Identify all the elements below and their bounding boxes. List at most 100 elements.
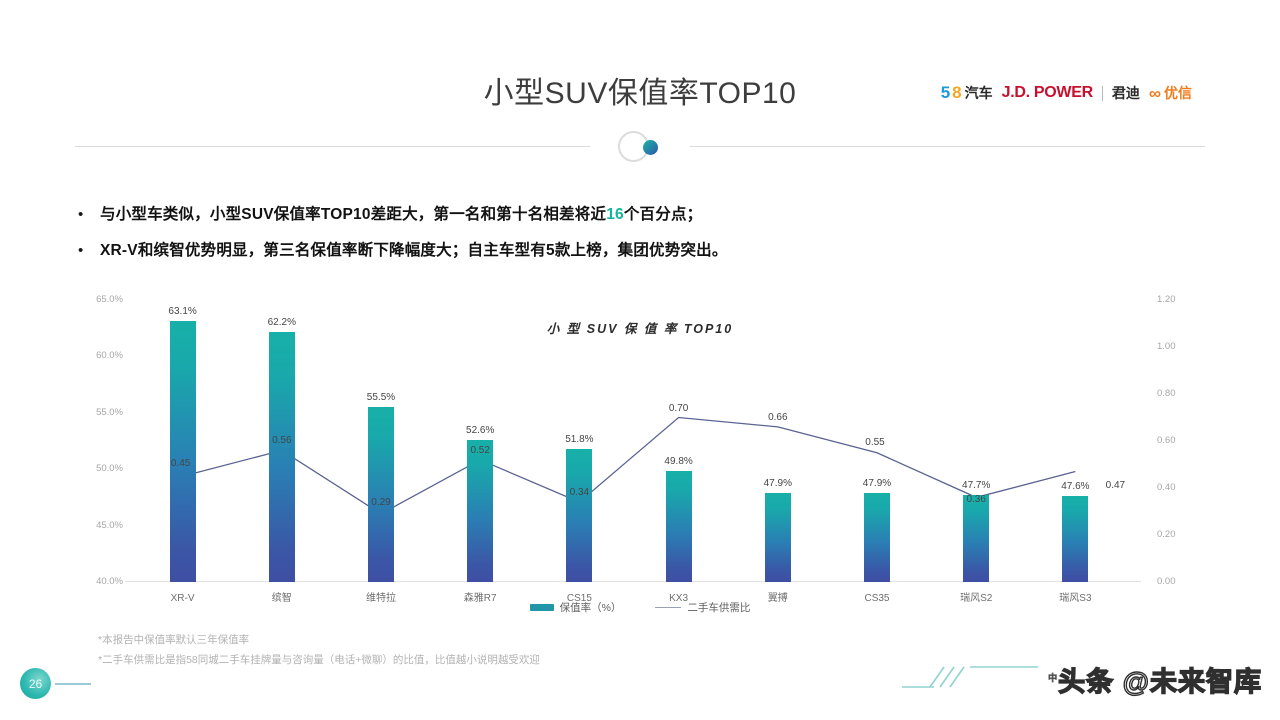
legend-label: 保值率（%） bbox=[559, 602, 622, 614]
chart-column[interactable]: 49.8% KX3 bbox=[629, 300, 728, 604]
bar-value-label: 47.7% bbox=[962, 480, 991, 492]
category-label: 维特拉 bbox=[365, 593, 396, 604]
bar-翼搏[interactable] bbox=[764, 492, 791, 582]
bullet-item: • 与小型车类似，小型SUV保值率TOP10差距大，第一名和第十名相差将近16个… bbox=[78, 204, 1198, 226]
chart-column[interactable]: 55.5% 维特拉 bbox=[331, 300, 430, 604]
bar-CS15[interactable] bbox=[566, 448, 593, 582]
category-label: KX3 bbox=[669, 593, 689, 604]
line-value-label: 0.45 bbox=[170, 458, 191, 470]
brand-divider bbox=[1101, 85, 1103, 101]
watermark-swoosh-icon bbox=[902, 666, 1038, 688]
divider-rule-left bbox=[75, 146, 590, 147]
category-label: 瑞风S3 bbox=[1059, 593, 1092, 604]
bullet-text-pre: 与小型车类似，小型SUV保值率TOP10差距大，第一名和第十名相差将近 bbox=[100, 206, 607, 223]
footnote: *二手车供需比是指58同城二手车挂牌量与咨询量（电话+微聊）的比值，比值越小说明… bbox=[98, 654, 540, 666]
right-axis-tick-label: 0.60 bbox=[1157, 435, 1176, 446]
divider-dot-icon bbox=[643, 140, 658, 155]
chart-column[interactable]: 47.9% CS35 bbox=[827, 300, 926, 604]
line-value-label: 0.52 bbox=[470, 444, 490, 456]
left-axis-tick bbox=[125, 581, 133, 582]
chart-title: 小 型 SUV 保 值 率 TOP10 bbox=[546, 322, 734, 336]
bar-value-label: 47.9% bbox=[862, 477, 892, 489]
right-axis-tick-label: 0.80 bbox=[1157, 388, 1176, 399]
logo-uxin: ∞ 优信 bbox=[1149, 83, 1192, 103]
category-label: XR-V bbox=[170, 593, 195, 604]
category-label: 缤智 bbox=[271, 593, 292, 604]
category-label: 瑞风S2 bbox=[960, 593, 993, 604]
bar-value-label: 47.6% bbox=[1061, 481, 1090, 493]
bar-value-label: 49.8% bbox=[664, 456, 693, 468]
axis-baseline bbox=[133, 581, 1133, 582]
page-number: 26 bbox=[20, 668, 51, 699]
left-axis-tick-label: 55.0% bbox=[96, 406, 123, 418]
watermark: 中头条 @未来智库 bbox=[902, 655, 1262, 703]
bar-value-label: 51.8% bbox=[565, 433, 594, 445]
line-value-label: 0.47 bbox=[1105, 479, 1126, 491]
category-label: 森雅R7 bbox=[463, 593, 497, 604]
line-value-label: 0.56 bbox=[272, 435, 292, 447]
right-axis-tick-label: 1.20 bbox=[1157, 294, 1176, 305]
bar-KX3[interactable] bbox=[665, 471, 692, 582]
logo-58-eight: 8 bbox=[952, 83, 962, 102]
bar-缤智[interactable] bbox=[268, 331, 295, 582]
chart-column[interactable]: 47.9% 翼搏 bbox=[728, 300, 827, 604]
chart-column[interactable]: 51.8% CS15 bbox=[530, 300, 629, 604]
left-axis-tick-label: 45.0% bbox=[96, 519, 123, 531]
left-axis-tick-label: 50.0% bbox=[96, 463, 123, 475]
bullet-text-post: 个百分点； bbox=[623, 206, 703, 223]
bar-瑞风S3[interactable] bbox=[1062, 496, 1089, 582]
bar-维特拉[interactable] bbox=[367, 407, 394, 582]
right-axis-tick-label: 0.40 bbox=[1157, 482, 1176, 493]
chart-column[interactable]: 62.2% 缤智 bbox=[232, 300, 331, 604]
line-series-svg bbox=[182, 416, 1076, 515]
legend-label: 二手车供需比 bbox=[687, 602, 751, 614]
logo-58-auto-label: 汽车 bbox=[964, 85, 993, 101]
bullet-marker: • bbox=[78, 206, 84, 223]
bullet-list: • 与小型车类似，小型SUV保值率TOP10差距大，第一名和第十名相差将近16个… bbox=[78, 204, 1198, 276]
bar-value-label: 52.6% bbox=[466, 424, 495, 436]
logo-58-auto: 5 8 汽车 bbox=[941, 83, 993, 103]
line-value-label: 0.29 bbox=[371, 496, 391, 508]
right-axis-tick bbox=[1133, 581, 1141, 582]
legend-item[interactable]: 二手车供需比 bbox=[655, 600, 750, 615]
bullet-highlight: 16 bbox=[606, 206, 624, 223]
right-axis-tick-label: 0.20 bbox=[1157, 529, 1176, 540]
logo-jundi: 君迪 bbox=[1111, 85, 1140, 101]
left-axis-tick-label: 65.0% bbox=[96, 294, 123, 305]
chart-column[interactable]: 47.6% 瑞风S3 bbox=[1026, 300, 1125, 604]
chart-column[interactable]: 63.1% XR-V bbox=[133, 300, 232, 604]
footnote-block: *本报告中保值率默认三年保值率 *二手车供需比是指58同城二手车挂牌量与咨询量（… bbox=[98, 630, 540, 670]
bar-value-label: 55.5% bbox=[366, 392, 396, 404]
left-axis-tick-label: 60.0% bbox=[96, 350, 123, 362]
logo-uxin-label: 优信 bbox=[1164, 85, 1192, 101]
line-value-label: 0.66 bbox=[768, 411, 788, 423]
line-value-label: 0.34 bbox=[569, 487, 590, 499]
bar-瑞风S2[interactable] bbox=[963, 495, 990, 582]
page-number-rule bbox=[55, 682, 91, 685]
bar-森雅R7[interactable] bbox=[467, 439, 494, 582]
chart-container: 小 型 SUV 保 值 率 TOP10 63.1% XR-V 62.2% 缤智 55.5… bbox=[75, 294, 1205, 614]
bar-XR-V[interactable] bbox=[169, 321, 196, 582]
divider-rule-right bbox=[690, 146, 1205, 147]
category-label: 翼搏 bbox=[767, 593, 788, 604]
bullet-text: 与小型车类似，小型SUV保值率TOP10差距大，第一名和第十名相差将近16个百分… bbox=[100, 204, 702, 226]
category-label: CS35 bbox=[864, 593, 890, 604]
right-axis-tick-label: 0.00 bbox=[1157, 576, 1176, 587]
chart-column[interactable]: 47.7% 瑞风S2 bbox=[927, 300, 1026, 604]
bar-value-label: 63.1% bbox=[168, 306, 197, 318]
bullet-marker: • bbox=[78, 242, 84, 259]
chart-legend: 保值率（%） 二手车供需比 bbox=[75, 600, 1205, 615]
legend-bar-swatch bbox=[529, 604, 554, 611]
page-number-group: 26 bbox=[20, 668, 91, 699]
legend-line-swatch bbox=[655, 607, 682, 608]
bar-CS35[interactable] bbox=[863, 492, 890, 582]
plot-area: 63.1% XR-V 62.2% 缤智 55.5% 维特拉 52.6% 森雅R7 51.8% CS… bbox=[125, 300, 1141, 604]
uxin-mark-icon: ∞ bbox=[1148, 83, 1161, 103]
legend-item[interactable]: 保值率（%） bbox=[529, 600, 622, 615]
footnote: *本报告中保值率默认三年保值率 bbox=[98, 634, 250, 646]
bullet-text: XR-V和缤智优势明显，第三名保值率断下降幅度大；自主车型有5款上榜，集团优势突… bbox=[100, 240, 728, 262]
bar-value-label: 62.2% bbox=[267, 316, 296, 328]
chart-column[interactable]: 52.6% 森雅R7 bbox=[431, 300, 530, 604]
brand-logo-bar: 5 8 汽车 J.D. POWER 君迪 ∞ 优信 bbox=[941, 80, 1192, 106]
watermark-label: 头条 @未来智库 bbox=[1057, 666, 1262, 697]
